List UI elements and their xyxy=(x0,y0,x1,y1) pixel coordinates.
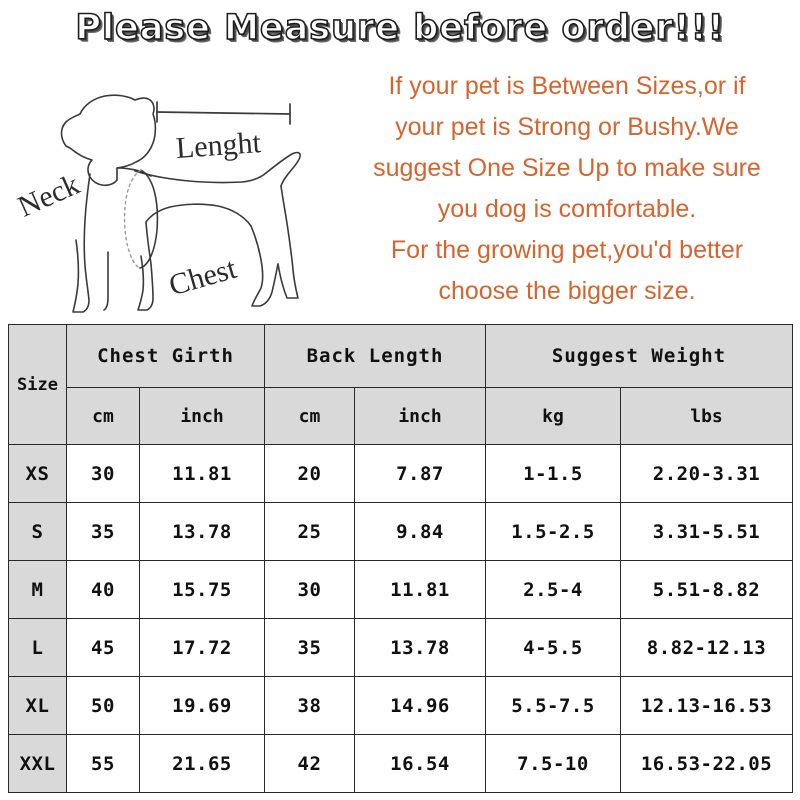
table-row: XL 50 19.69 38 14.96 5.5-7.5 12.13-16.53 xyxy=(8,676,793,735)
table-row: XXL 55 21.65 42 16.54 7.5-10 16.53-22.05 xyxy=(8,734,793,793)
header-unit-weight-lbs: lbs xyxy=(620,387,793,445)
cell-weight-kg: 1-1.5 xyxy=(485,444,621,503)
table-header-row-units: cm inch cm inch kg lbs xyxy=(9,387,793,445)
chest-girth-front-arc xyxy=(139,169,159,269)
table-body: XS 30 11.81 20 7.87 1-1.5 2.20-3.31 S 35… xyxy=(8,444,793,793)
label-length: Lenght xyxy=(174,126,262,165)
header-suggest-weight: Suggest Weight xyxy=(485,324,793,388)
cell-size: XS xyxy=(8,444,67,503)
dog-front-leg-far xyxy=(72,173,91,313)
cell-weight-lbs: 5.51-8.82 xyxy=(620,560,793,619)
cell-chest-inch: 15.75 xyxy=(139,560,265,619)
table-header-row-groups: Size Chest Girth Back Length Suggest Wei… xyxy=(8,324,793,445)
cell-back-inch: 11.81 xyxy=(354,560,486,619)
size-chart-table: Size Chest Girth Back Length Suggest Wei… xyxy=(8,324,793,793)
cell-weight-kg: 5.5-7.5 xyxy=(485,676,621,735)
dog-front-leg-near xyxy=(137,221,154,311)
cell-chest-cm: 55 xyxy=(66,734,140,793)
advisory-text: If your pet is Between Sizes,or if your … xyxy=(338,66,796,312)
cell-weight-lbs: 3.31-5.51 xyxy=(620,502,793,561)
table-row: L 45 17.72 35 13.78 4-5.5 8.82-12.13 xyxy=(8,618,793,677)
advisory-line: your pet is Strong or Bushy.We xyxy=(395,113,739,141)
cell-weight-lbs: 8.82-12.13 xyxy=(620,618,793,677)
cell-size: M xyxy=(8,560,67,619)
dog-belly-line xyxy=(145,203,252,227)
table-row: S 35 13.78 25 9.84 1.5-2.5 3.31-5.51 xyxy=(8,502,793,561)
table-row: XS 30 11.81 20 7.87 1-1.5 2.20-3.31 xyxy=(8,444,793,503)
cell-size: XXL xyxy=(8,734,67,793)
advisory-line: If your pet is Between Sizes,or if xyxy=(388,72,746,100)
header-unit-chest-cm: cm xyxy=(66,387,140,445)
advisory-line: suggest One Size Up to make sure xyxy=(373,154,761,182)
cell-weight-kg: 1.5-2.5 xyxy=(485,502,621,561)
cell-back-inch: 14.96 xyxy=(354,676,486,735)
advisory-line: For the growing pet,you'd better xyxy=(390,236,744,264)
cell-weight-lbs: 12.13-16.53 xyxy=(620,676,793,735)
advisory-line: choose the bigger size. xyxy=(438,277,696,305)
chest-girth-back-arc xyxy=(123,169,142,269)
cell-back-cm: 38 xyxy=(264,676,355,735)
header-chest-girth: Chest Girth xyxy=(66,324,265,388)
cell-back-inch: 13.78 xyxy=(354,618,486,677)
dog-back-line xyxy=(134,170,267,184)
cell-chest-inch: 11.81 xyxy=(139,444,265,503)
cell-weight-kg: 7.5-10 xyxy=(485,734,621,793)
cell-chest-cm: 30 xyxy=(66,444,140,503)
header-back-length: Back Length xyxy=(264,324,486,388)
table-header: Size Chest Girth Back Length Suggest Wei… xyxy=(8,324,793,445)
title-bar: Please Measure before order!!! xyxy=(0,7,800,49)
cell-back-cm: 20 xyxy=(264,444,355,503)
dog-hind-leg-near xyxy=(250,225,279,307)
cell-size: L xyxy=(8,618,67,677)
cell-back-inch: 9.84 xyxy=(354,502,486,561)
cell-back-cm: 25 xyxy=(264,502,355,561)
cell-chest-cm: 45 xyxy=(66,618,140,677)
size-chart-table-container: Size Chest Girth Back Length Suggest Wei… xyxy=(8,324,793,793)
cell-back-inch: 16.54 xyxy=(354,734,486,793)
dog-head-shape xyxy=(60,94,157,187)
dog-hind-leg-far xyxy=(277,185,299,299)
header-unit-chest-inch: inch xyxy=(139,387,265,445)
cell-chest-cm: 35 xyxy=(66,502,140,561)
length-measure-bar xyxy=(156,101,291,125)
header-unit-back-inch: inch xyxy=(354,387,486,445)
header-size: Size xyxy=(8,324,67,445)
page-title: Please Measure before order!!! xyxy=(75,7,725,49)
cell-chest-inch: 13.78 xyxy=(139,502,265,561)
cell-chest-cm: 50 xyxy=(66,676,140,735)
cell-chest-inch: 17.72 xyxy=(139,618,265,677)
cell-back-cm: 42 xyxy=(264,734,355,793)
cell-weight-kg: 2.5-4 xyxy=(485,560,621,619)
cell-back-cm: 35 xyxy=(264,618,355,677)
cell-back-cm: 30 xyxy=(264,560,355,619)
header-unit-back-cm: cm xyxy=(264,387,355,445)
table-row: M 40 15.75 30 11.81 2.5-4 5.51-8.82 xyxy=(8,560,793,619)
cell-weight-kg: 4-5.5 xyxy=(485,618,621,677)
cell-weight-lbs: 16.53-22.05 xyxy=(620,734,793,793)
header-unit-weight-kg: kg xyxy=(485,387,621,445)
dog-outline-svg xyxy=(60,94,301,313)
cell-chest-inch: 21.65 xyxy=(139,734,265,793)
cell-back-inch: 7.87 xyxy=(354,444,486,503)
advisory-line: you dog is comfortable. xyxy=(437,195,697,223)
cell-chest-cm: 40 xyxy=(66,560,140,619)
cell-chest-inch: 19.69 xyxy=(139,676,265,735)
cell-size: S xyxy=(8,502,67,561)
cell-size: XL xyxy=(8,676,67,735)
dog-illustration: Neck Lenght Chest xyxy=(4,52,344,317)
dog-front-inner-leg xyxy=(103,251,109,311)
dog-tail xyxy=(265,151,301,187)
cell-weight-lbs: 2.20-3.31 xyxy=(620,444,793,503)
